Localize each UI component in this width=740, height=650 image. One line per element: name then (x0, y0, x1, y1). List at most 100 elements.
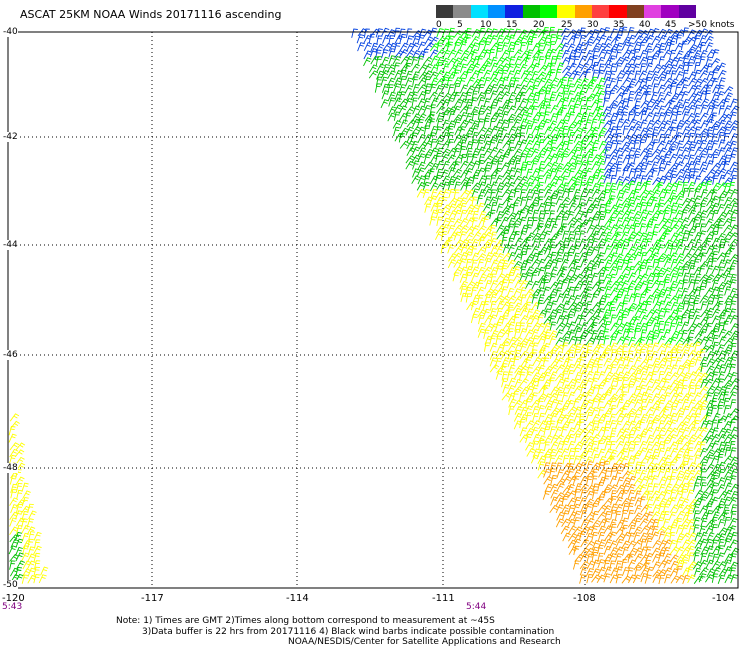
wind-barb (592, 42, 601, 52)
wind-barb (591, 146, 598, 157)
wind-barb (514, 342, 523, 352)
wind-barb (688, 71, 697, 81)
wind-barb (626, 440, 635, 450)
wind-barb (525, 168, 533, 179)
wind-barb (728, 265, 736, 275)
wind-barb (495, 224, 505, 234)
wind-barb (615, 217, 624, 227)
wind-barb (681, 154, 690, 164)
wind-barb (567, 97, 576, 107)
wind-barb (615, 210, 625, 219)
wind-barb (639, 238, 648, 248)
wind-barb (519, 98, 528, 107)
wind-barb (692, 119, 702, 129)
wind-barb (489, 280, 498, 290)
wind-barb (554, 426, 563, 436)
wind-barb (609, 125, 618, 136)
wind-barb (639, 518, 649, 527)
note-line: 3)Data buffer is 22 hrs from 20171116 4)… (142, 626, 555, 637)
wind-barb (520, 196, 527, 207)
wind-barb (604, 182, 612, 192)
wind-barb (574, 433, 581, 443)
wind-barb (610, 342, 618, 352)
wind-barb (699, 491, 709, 500)
wind-barb (585, 246, 594, 256)
wind-barb (652, 43, 661, 52)
wind-barb (573, 112, 583, 122)
wind-barb (561, 210, 571, 219)
wind-barb (592, 384, 600, 394)
wind-barb (658, 476, 667, 486)
wind-barb (500, 91, 511, 100)
lat-label: -44 (3, 240, 18, 250)
wind-barb (626, 42, 635, 52)
wind-barb (639, 175, 647, 185)
wind-barb (723, 86, 734, 95)
wind-barb (429, 195, 438, 205)
wind-barb (621, 118, 631, 128)
wind-barb (664, 140, 673, 149)
wind-barb (722, 160, 730, 170)
wind-barb (621, 524, 628, 535)
wind-barb (543, 201, 551, 212)
wind-barb (579, 566, 588, 576)
wind-barb (663, 447, 672, 457)
wind-barb (706, 63, 713, 73)
wind-barb (512, 260, 523, 269)
wind-barb (560, 147, 571, 157)
wind-barb (608, 195, 616, 205)
wind-barb (656, 526, 667, 534)
wind-barb (562, 90, 569, 101)
wind-barb (476, 279, 484, 290)
wind-barb (477, 84, 485, 94)
wind-barb (10, 504, 18, 514)
wind-barb (675, 337, 685, 346)
wind-barb (687, 350, 697, 359)
wind-barb (489, 90, 498, 100)
wind-barb (537, 153, 545, 163)
wind-barb (482, 69, 492, 79)
wind-barb (706, 385, 716, 394)
wind-barb (604, 146, 611, 156)
wind-barb (453, 98, 463, 108)
wind-barb (626, 469, 636, 479)
wind-barb (549, 217, 557, 228)
wind-barb (652, 357, 661, 367)
wind-barb (694, 341, 701, 352)
wind-barb (514, 237, 523, 247)
wind-barb (542, 357, 550, 367)
wind-barb (603, 412, 610, 423)
wind-barb (477, 167, 486, 177)
wind-barb (549, 62, 556, 72)
wind-barb (632, 539, 643, 548)
wind-barb (675, 64, 684, 73)
wind-barb (638, 483, 648, 493)
colorbar-label: 5 (457, 20, 463, 30)
lon-label: -114 (286, 593, 309, 604)
wind-barb (663, 364, 672, 374)
wind-barb (657, 182, 664, 192)
wind-barb (614, 553, 623, 563)
wind-barb (651, 104, 660, 114)
wind-barb (615, 538, 624, 548)
wind-barb (538, 104, 546, 114)
colorbar-swatch (470, 5, 488, 18)
wind-barb (603, 335, 610, 345)
wind-barb (615, 239, 625, 248)
wind-barb (693, 50, 702, 59)
wind-barb (670, 70, 677, 80)
wind-barb (423, 98, 431, 108)
wind-barb (483, 49, 492, 59)
wind-barb (603, 391, 612, 401)
wind-barb (538, 385, 548, 394)
wind-barb (615, 560, 622, 570)
wind-barb (572, 503, 581, 513)
wind-barb (716, 344, 725, 354)
wind-barb (687, 197, 696, 207)
wind-barb (700, 133, 707, 143)
wind-barb (651, 511, 661, 520)
wind-barb (639, 161, 648, 172)
wind-barb (543, 78, 553, 88)
wind-barb (634, 566, 641, 577)
wind-barb (561, 470, 571, 479)
